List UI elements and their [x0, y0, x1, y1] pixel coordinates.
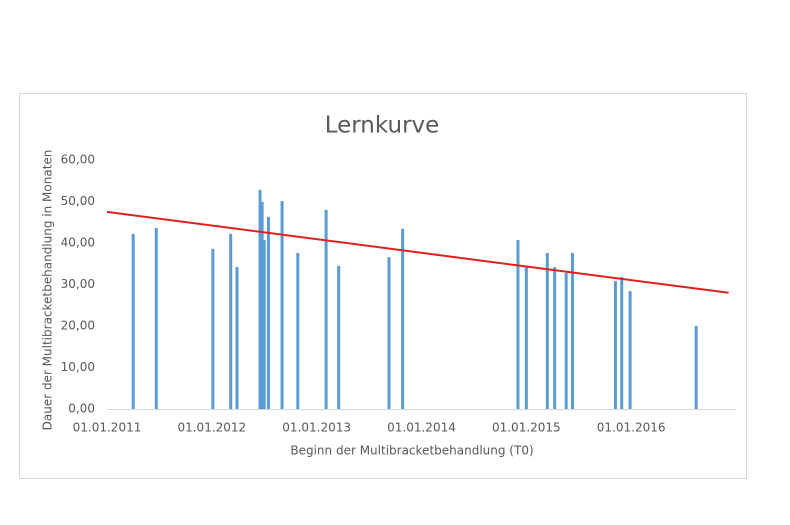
bar: [260, 201, 264, 409]
bar: [553, 267, 557, 409]
x-axis-label: Beginn der Multibracketbehandlung (T0): [290, 444, 533, 458]
y-tick-label: 50,00: [61, 194, 95, 208]
y-tick-label: 60,00: [61, 153, 95, 167]
bar: [387, 257, 391, 409]
bar: [570, 252, 574, 409]
bar: [154, 228, 158, 409]
bar: [564, 272, 568, 409]
y-tick-label: 40,00: [61, 236, 95, 250]
y-tick-label: 30,00: [61, 277, 95, 291]
bar: [324, 209, 328, 409]
x-tick-label: 01.01.2015: [492, 421, 561, 435]
bar: [337, 265, 341, 409]
bar: [131, 233, 135, 409]
x-tick-label: 01.01.2014: [387, 421, 456, 435]
bar: [280, 201, 284, 409]
bar: [516, 240, 520, 409]
bar: [266, 216, 270, 409]
x-tick-label: 01.01.2011: [73, 421, 142, 435]
y-tick-label: 0,00: [68, 402, 95, 416]
bar: [524, 267, 528, 409]
y-tick-label: 10,00: [61, 360, 95, 374]
x-tick-label: 01.01.2012: [177, 421, 246, 435]
bar: [262, 240, 266, 409]
chart-title: Lernkurve: [325, 113, 440, 139]
bar: [401, 228, 405, 409]
y-axis-label: Dauer der Multibracketbehandlung in Mona…: [41, 150, 55, 431]
bar: [545, 252, 549, 409]
x-tick-label: 01.01.2013: [282, 421, 351, 435]
bar: [613, 281, 617, 409]
bar: [620, 277, 624, 409]
trendline: [106, 210, 729, 294]
bar: [296, 252, 300, 409]
y-tick-label: 20,00: [61, 319, 95, 333]
bar: [258, 189, 262, 409]
bar: [211, 248, 215, 409]
chart-border: [19, 93, 747, 479]
x-tick-label: 01.01.2016: [597, 421, 666, 435]
bar: [694, 326, 698, 409]
bar: [628, 291, 632, 409]
bar: [235, 267, 239, 409]
bar: [229, 233, 233, 409]
